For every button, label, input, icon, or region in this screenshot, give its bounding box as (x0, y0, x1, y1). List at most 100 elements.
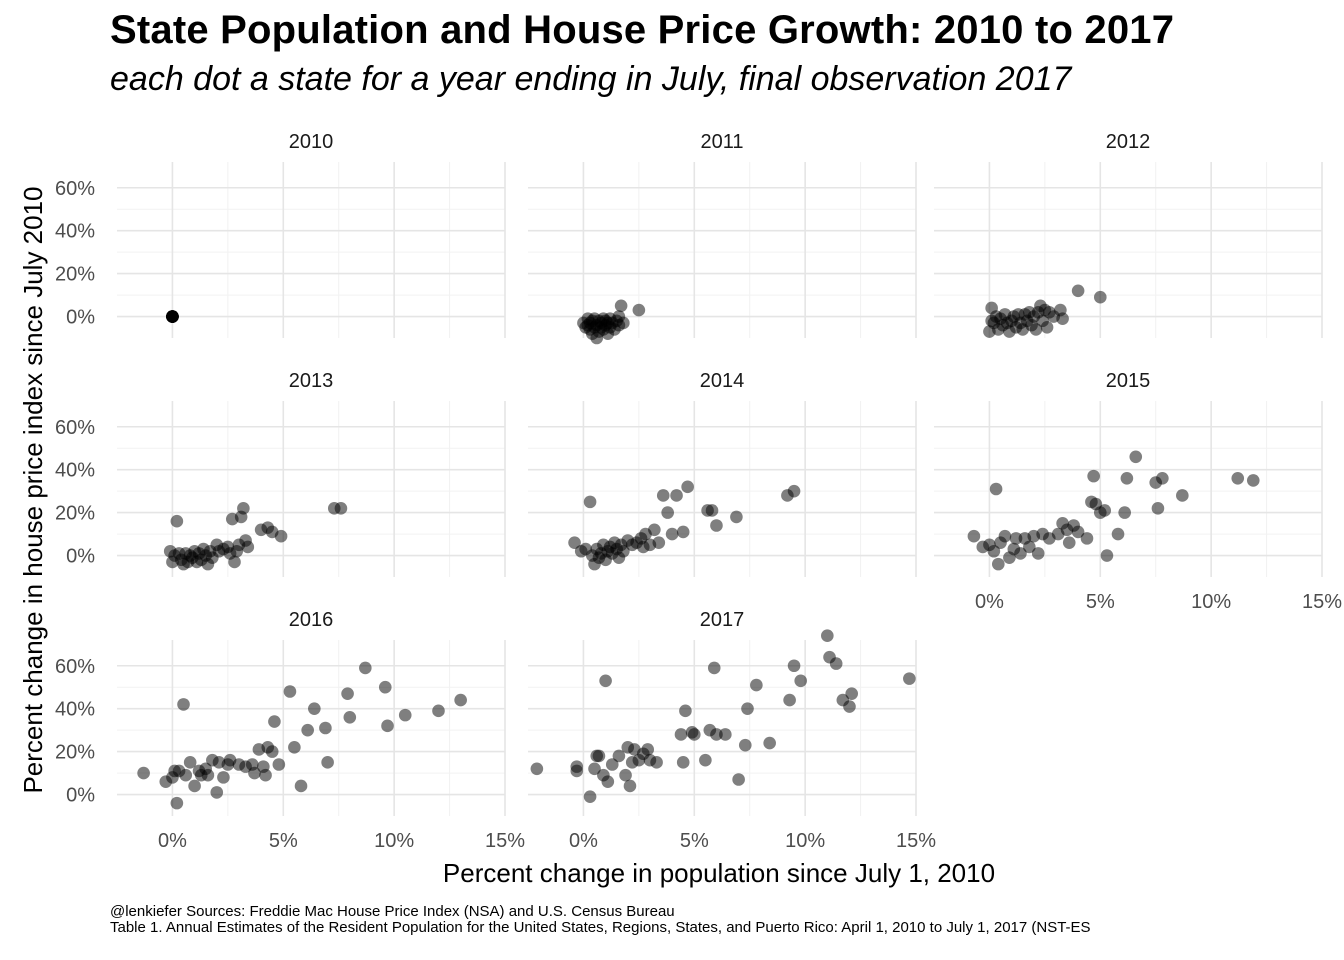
panel-label: 2014 (700, 370, 745, 392)
panel-2010: 2010 0% 20% 40% 60% (55, 131, 506, 338)
data-point (341, 687, 354, 700)
y-tick-label: 0% (66, 546, 95, 568)
panel-2015: 2015 0% 5% 10% 15% (934, 370, 1342, 613)
y-tick-label: 40% (55, 221, 95, 243)
data-point (1031, 547, 1045, 560)
data-point (570, 764, 584, 778)
data-point (568, 536, 581, 549)
data-point (1098, 504, 1112, 517)
x-tick-label: 0% (975, 591, 1004, 613)
data-point (381, 719, 394, 733)
data-point (614, 299, 628, 313)
data-point (787, 484, 801, 498)
data-point (343, 710, 357, 724)
data-point (259, 768, 272, 782)
data-point (210, 786, 224, 799)
data-point (794, 674, 808, 688)
data-point (674, 728, 688, 741)
y-tick-label: 60% (55, 656, 95, 678)
data-point (738, 738, 752, 752)
data-point (648, 523, 661, 537)
data-point (741, 702, 754, 715)
data-point (530, 762, 544, 776)
data-point (321, 756, 334, 769)
panel-label: 2015 (1106, 370, 1151, 392)
data-point (763, 736, 776, 750)
data-point (1129, 450, 1143, 464)
data-point (188, 779, 201, 793)
data-point (241, 540, 255, 554)
y-tick-label: 40% (55, 460, 95, 482)
data-point (177, 698, 190, 711)
data-point (998, 529, 1012, 543)
panel-2014: 2014 (528, 370, 917, 577)
data-point (592, 749, 606, 763)
data-point (989, 482, 1003, 496)
data-point (681, 480, 694, 494)
data-point (1151, 502, 1165, 515)
data-point (301, 723, 314, 737)
data-point (829, 657, 843, 670)
data-point (730, 510, 743, 524)
y-axis-title: Percent change in house price index sinc… (18, 186, 48, 793)
data-point (588, 762, 601, 776)
data-point (237, 502, 250, 515)
y-tick-label: 60% (55, 417, 95, 439)
caption-line-2: Table 1. Annual Estimates of the Residen… (110, 919, 1091, 936)
data-point (378, 680, 392, 694)
panel-2017: 2017 0% 5% 10% 15% (528, 609, 936, 852)
caption-line-1: @lenkiefer Sources: Freddie Mac House Pr… (110, 903, 675, 920)
data-point (661, 506, 674, 519)
data-point (398, 708, 412, 722)
data-point (605, 758, 619, 771)
y-tick-label: 60% (55, 178, 95, 200)
data-point (1056, 312, 1069, 325)
data-point (845, 687, 859, 700)
data-point (719, 728, 732, 741)
data-point (1120, 471, 1134, 485)
panel-label: 2016 (289, 609, 334, 631)
y-tick-label: 0% (66, 307, 95, 329)
x-tick-label: 0% (158, 830, 187, 852)
x-tick-label: 5% (1086, 591, 1115, 613)
data-point (1071, 284, 1085, 298)
data-point (599, 674, 612, 688)
data-point (294, 779, 308, 793)
x-tick-label: 10% (1191, 591, 1231, 613)
data-point (1009, 532, 1023, 545)
data-point (248, 766, 261, 780)
data-point (359, 661, 372, 675)
data-point (710, 728, 723, 741)
chart-subtitle: each dot a state for a year ending in Ju… (110, 60, 1072, 98)
data-point (665, 527, 679, 541)
data-point (679, 704, 692, 718)
data-point (432, 704, 445, 718)
data-point (1246, 474, 1260, 487)
data-point (676, 756, 690, 769)
data-point (1100, 549, 1114, 562)
data-point (1023, 540, 1036, 554)
chart-title: State Population and House Price Growth:… (110, 8, 1175, 52)
x-axis-title: Percent change in population since July … (443, 858, 995, 888)
data-point (1111, 527, 1125, 541)
panel-label: 2011 (700, 131, 743, 153)
data-point (676, 525, 690, 539)
data-point (1029, 323, 1043, 336)
y-tick-label: 20% (55, 742, 95, 764)
panel-2013: 2013 0% 20% 40% 60% (55, 370, 506, 577)
data-point (967, 529, 981, 543)
data-point (179, 768, 193, 782)
data-point (707, 661, 721, 675)
data-point (166, 310, 179, 323)
data-point (454, 693, 467, 707)
data-point (612, 749, 626, 763)
data-point (732, 773, 745, 786)
data-point (705, 504, 719, 517)
data-point (228, 555, 241, 569)
data-point (201, 768, 215, 782)
data-point (334, 502, 348, 515)
data-point (268, 715, 281, 728)
data-point (750, 678, 763, 692)
data-point (650, 756, 663, 769)
x-tick-label: 15% (485, 830, 525, 852)
